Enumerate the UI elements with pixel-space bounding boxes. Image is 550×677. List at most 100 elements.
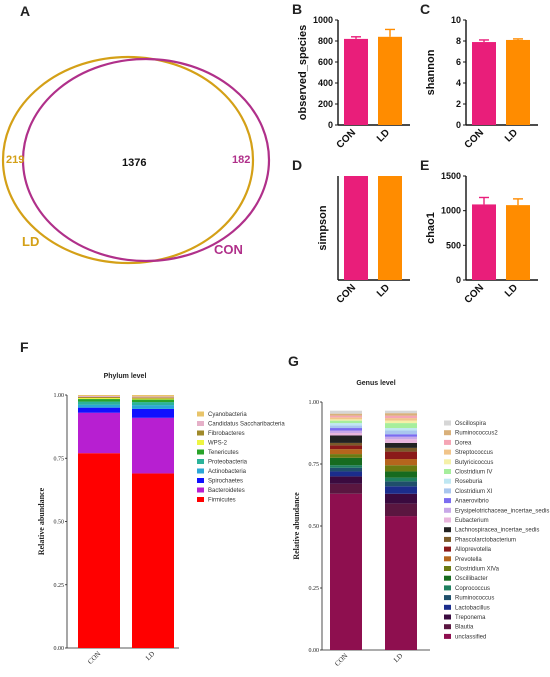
stack-segment (385, 436, 417, 440)
legend-swatch (444, 556, 451, 562)
legend-label: Eubacterium (455, 518, 489, 524)
y-tick-label: 4 (456, 78, 461, 88)
stack-segment (385, 516, 417, 650)
stack-segment (330, 428, 362, 431)
panel-letter-g: G (288, 353, 299, 369)
x-category-label: CON (463, 127, 487, 151)
stack-segment (78, 395, 120, 397)
legend-swatch (444, 527, 451, 533)
stack-segment (385, 465, 417, 472)
legend-swatch (197, 440, 204, 445)
legend-swatch (444, 498, 451, 504)
legend-swatch (444, 566, 451, 571)
stack-segment (330, 483, 362, 494)
stack-segment (330, 417, 362, 420)
x-category-label: LD (392, 652, 404, 664)
stack-segment (385, 442, 417, 448)
stack-segment (78, 407, 120, 413)
legend-label: Blautia (455, 625, 474, 631)
legend-swatch (444, 624, 451, 630)
x-category-label: LD (144, 650, 156, 662)
stack-segment (385, 486, 417, 494)
legend-label: Bacteroidetes (208, 488, 245, 494)
stack-segment (132, 398, 174, 400)
legend-swatch (444, 449, 451, 455)
y-tick-label: 1500 (441, 171, 461, 181)
bar-con (472, 204, 496, 280)
legend-swatch (197, 421, 204, 426)
stack-segment (330, 423, 362, 426)
y-axis-label: simpson (317, 205, 329, 251)
legend-swatch (444, 469, 451, 474)
legend-swatch (197, 459, 204, 464)
legend-label: Treponema (455, 615, 486, 621)
legend-label: Clostridium XI (455, 489, 493, 495)
legend-swatch (444, 614, 451, 620)
y-tick-label: 0.25 (309, 586, 320, 592)
stack-segment (78, 404, 120, 408)
stack-segment (330, 465, 362, 468)
legend-swatch (197, 411, 204, 417)
stack-segment (330, 415, 362, 418)
legend-label: Fibrobacteres (208, 431, 245, 437)
legend-label: Spirochaetes (208, 479, 243, 485)
panel-letter-e: E (420, 157, 429, 173)
y-tick-label: 0.00 (309, 648, 320, 654)
legend-swatch (444, 459, 451, 465)
y-tick-label: 0.25 (54, 583, 65, 589)
stack-segment (132, 405, 174, 409)
stack-segment (330, 454, 362, 458)
y-tick-label: 1.00 (54, 393, 65, 399)
stack-segment (330, 471, 362, 477)
stack-segment (330, 442, 362, 446)
stack-segment (132, 397, 174, 399)
stack-segment (78, 412, 120, 454)
stack-segment (385, 418, 417, 421)
simpson-chart: CON LD simpson (317, 176, 410, 306)
stack-segment (385, 410, 417, 414)
y-axis-label: Relative abundance (292, 492, 301, 560)
stack-segment (78, 398, 120, 400)
legend-label: Anaerovibrio (455, 499, 489, 505)
y-tick-label: 0 (456, 120, 461, 130)
y-tick-label: 0 (456, 275, 461, 285)
panel-letter-f: F (20, 339, 29, 355)
stack-segment (330, 433, 362, 436)
legend-label: Candidatus Saccharibacteria (208, 422, 285, 428)
venn-ld-label: LD (22, 234, 39, 249)
stack-segment (330, 457, 362, 466)
stack-segment (330, 430, 362, 433)
observed-species-chart: 0 200 400 600 800 1000 CON LD observed_species (297, 15, 410, 151)
legend-label: Clostridium IV (455, 470, 492, 476)
chao1-chart: 0 500 1000 1500 CON LD chao1 (425, 171, 538, 306)
x-category-label: CON (463, 282, 487, 306)
legend-label: Phascolarctobacterium (455, 537, 516, 543)
stack-segment (385, 434, 417, 437)
stack-segment (330, 410, 362, 414)
legend-label: Cyanobacteria (208, 412, 247, 418)
stack-segment (78, 399, 120, 402)
y-tick-label: 400 (318, 78, 333, 88)
legend-label: Lactobacillus (455, 605, 490, 611)
legend-label: Coprococcus (455, 586, 490, 592)
x-category-label: CON (335, 127, 359, 151)
genus-stacked-chart: Genus level 0.00 0.25 0.50 0.75 1.00 Relative … (292, 380, 549, 668)
stack-segment (385, 413, 417, 416)
bar-ld (506, 39, 530, 126)
legend-swatch (197, 478, 204, 483)
venn-con-only-count: 182 (232, 154, 250, 166)
stack-segment (385, 481, 417, 487)
stack-segment (132, 395, 174, 397)
venn-ld-circle (1, 55, 255, 265)
stack-segment (330, 476, 362, 484)
legend-label: Actinobacteria (208, 469, 247, 475)
legend-label: unclassified (455, 634, 486, 640)
legend-swatch (197, 430, 204, 436)
venn-con-label: CON (214, 242, 243, 257)
legend-swatch (444, 633, 451, 639)
legend-label: Oscillospira (455, 421, 487, 427)
y-tick-label: 0.00 (54, 646, 65, 652)
y-axis-label: shannon (425, 49, 437, 95)
stack-segment (330, 445, 362, 450)
y-tick-label: 800 (318, 36, 333, 46)
